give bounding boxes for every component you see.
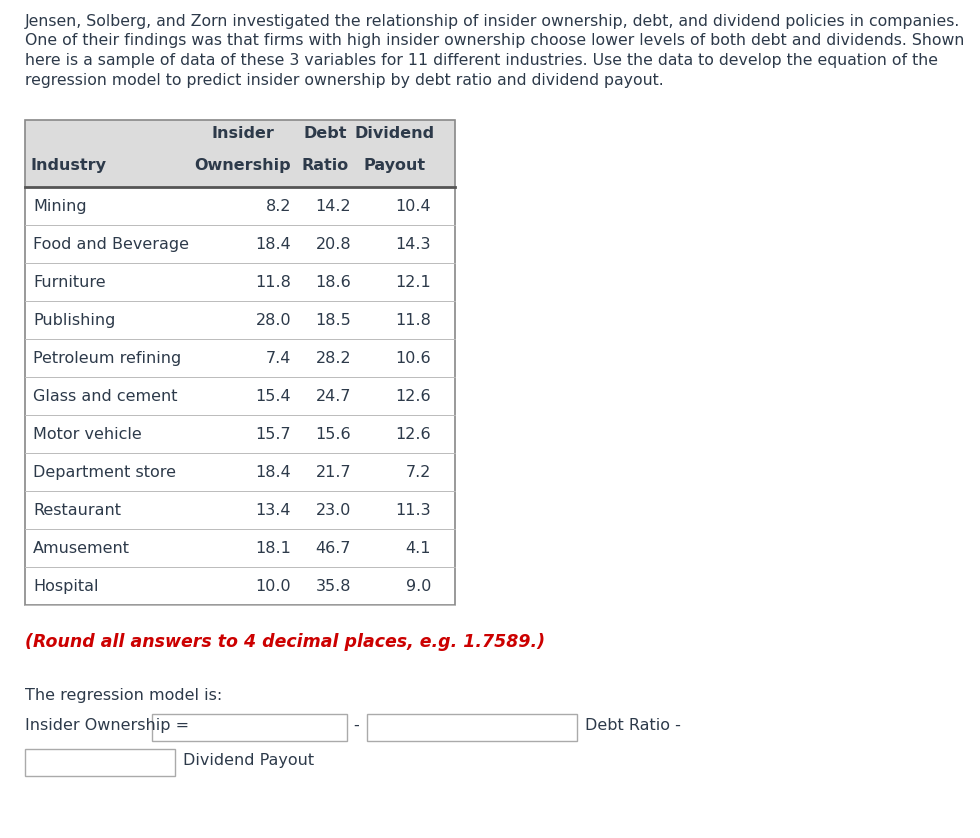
Text: 8.2: 8.2 [266, 199, 291, 214]
Text: 14.3: 14.3 [396, 236, 431, 251]
Text: 24.7: 24.7 [316, 389, 351, 404]
Text: Ownership: Ownership [194, 158, 291, 173]
Text: 7.4: 7.4 [266, 350, 291, 365]
Text: Ratio: Ratio [302, 158, 349, 173]
Text: Insider: Insider [211, 126, 274, 141]
Text: 20.8: 20.8 [316, 236, 351, 251]
Text: 14.2: 14.2 [316, 199, 351, 214]
Text: 7.2: 7.2 [406, 464, 431, 479]
Text: 35.8: 35.8 [316, 578, 351, 593]
Text: Glass and cement: Glass and cement [33, 389, 177, 404]
Text: 18.4: 18.4 [255, 464, 291, 479]
Text: Debt: Debt [303, 126, 347, 141]
Text: Motor vehicle: Motor vehicle [33, 427, 142, 442]
Text: Industry: Industry [30, 158, 106, 173]
Text: 10.0: 10.0 [256, 578, 291, 593]
Text: Dividend Payout: Dividend Payout [183, 753, 315, 768]
Text: Payout: Payout [364, 158, 426, 173]
Text: Debt Ratio -: Debt Ratio - [585, 718, 681, 733]
Text: here is a sample of data of these 3 variables for 11 different industries. Use t: here is a sample of data of these 3 vari… [25, 53, 938, 68]
Text: 10.4: 10.4 [395, 199, 431, 214]
Text: Insider Ownership =: Insider Ownership = [25, 718, 189, 733]
Text: 12.6: 12.6 [395, 389, 431, 404]
Bar [25, 749, 175, 776]
Text: Amusement: Amusement [33, 541, 130, 556]
Text: 28.0: 28.0 [256, 313, 291, 328]
Text: (Round all answers to 4 decimal places, e.g. 1.7589.): (Round all answers to 4 decimal places, … [25, 633, 545, 651]
Bar [25, 120, 455, 605]
Text: 18.5: 18.5 [316, 313, 351, 328]
Text: One of their findings was that firms with high insider ownership choose lower le: One of their findings was that firms wit… [25, 34, 964, 49]
Text: Jensen, Solberg, and Zorn investigated the relationship of insider ownership, de: Jensen, Solberg, and Zorn investigated t… [25, 14, 960, 29]
Text: 12.1: 12.1 [395, 275, 431, 289]
Text: Petroleum refining: Petroleum refining [33, 350, 181, 365]
Text: Hospital: Hospital [33, 578, 99, 593]
Text: Furniture: Furniture [33, 275, 106, 289]
Text: 28.2: 28.2 [316, 350, 351, 365]
Text: 10.6: 10.6 [395, 350, 431, 365]
Text: 15.4: 15.4 [256, 389, 291, 404]
Bar [152, 714, 347, 741]
Text: Food and Beverage: Food and Beverage [33, 236, 189, 251]
Text: -: - [353, 718, 359, 733]
Bar [367, 714, 577, 741]
Text: 11.8: 11.8 [395, 313, 431, 328]
Text: 23.0: 23.0 [316, 503, 351, 518]
Bar [25, 120, 455, 187]
Text: 12.6: 12.6 [395, 427, 431, 442]
Text: Department store: Department store [33, 464, 176, 479]
Text: regression model to predict insider ownership by debt ratio and dividend payout.: regression model to predict insider owne… [25, 73, 663, 87]
Text: 11.8: 11.8 [255, 275, 291, 289]
Text: 18.1: 18.1 [255, 541, 291, 556]
Text: 15.6: 15.6 [316, 427, 351, 442]
Text: Dividend: Dividend [355, 126, 435, 141]
Text: 18.4: 18.4 [255, 236, 291, 251]
Text: 13.4: 13.4 [256, 503, 291, 518]
Text: 4.1: 4.1 [406, 541, 431, 556]
Text: 46.7: 46.7 [316, 541, 351, 556]
Text: The regression model is:: The regression model is: [25, 688, 222, 703]
Text: 11.3: 11.3 [395, 503, 431, 518]
Text: 18.6: 18.6 [316, 275, 351, 289]
Text: 9.0: 9.0 [406, 578, 431, 593]
Text: Publishing: Publishing [33, 313, 116, 328]
Text: 21.7: 21.7 [316, 464, 351, 479]
Text: Mining: Mining [33, 199, 86, 214]
Text: Restaurant: Restaurant [33, 503, 121, 518]
Text: 15.7: 15.7 [256, 427, 291, 442]
